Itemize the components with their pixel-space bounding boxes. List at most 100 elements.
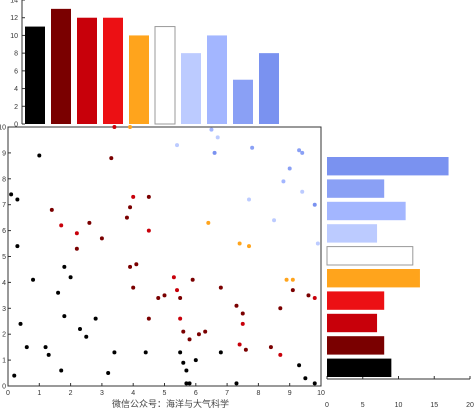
- scatter-x-tick-label: 6: [194, 390, 198, 397]
- top-y-tick-label: 2: [14, 104, 18, 111]
- scatter-point: [112, 125, 117, 129]
- right-histogram-bar: [327, 201, 406, 221]
- right-histogram-bar: [327, 269, 420, 288]
- scatter-point: [181, 360, 186, 365]
- scatter-y-tick-label: 4: [2, 280, 6, 287]
- scatter-y-tick-label: 0: [2, 384, 6, 391]
- scatter-point: [56, 290, 61, 295]
- scatter-point: [190, 277, 195, 282]
- scatter-point: [87, 220, 92, 225]
- scatter-point: [290, 277, 295, 282]
- scatter-point: [62, 264, 67, 269]
- scatter-point: [156, 295, 161, 300]
- top-y-tick-label: 0: [14, 122, 18, 129]
- scatter-point: [237, 342, 242, 347]
- top-y-tick-label: 4: [14, 86, 18, 93]
- scatter-x-tick-label: 7: [225, 390, 229, 397]
- right-x-tick-label: 0: [325, 402, 329, 408]
- scatter-point: [272, 218, 277, 223]
- right-histogram: 0 5 10 15 20: [325, 157, 474, 408]
- right-x-tick-label: 5: [361, 402, 365, 408]
- top-y-tick-label: 10: [10, 33, 18, 40]
- scatter-point: [247, 244, 252, 249]
- scatter-x-tick-label: 9: [288, 390, 292, 397]
- scatter-point: [24, 345, 29, 350]
- right-x-tick-label: 15: [430, 402, 438, 408]
- scatter-point: [187, 381, 192, 386]
- scatter-point: [31, 277, 36, 282]
- scatter-y-tick-label: 7: [2, 202, 6, 209]
- scatter-point: [93, 316, 98, 321]
- scatter-point: [37, 153, 42, 158]
- scatter-point: [15, 197, 20, 202]
- scatter-point: [131, 194, 136, 199]
- scatter-x-tick-label: 5: [163, 390, 167, 397]
- scatter-point: [99, 236, 104, 241]
- right-histogram-bar: [326, 246, 414, 266]
- scatter-point: [284, 277, 289, 282]
- scatter-point: [306, 293, 311, 298]
- top-histogram-bar: [129, 35, 149, 124]
- scatter-point: [15, 244, 20, 249]
- scatter-point: [315, 241, 320, 246]
- scatter-point: [278, 306, 283, 311]
- scatter-point: [206, 220, 211, 225]
- top-histogram-bar: [154, 26, 176, 125]
- scatter-point: [281, 179, 286, 184]
- right-histogram-bar: [327, 313, 378, 333]
- scatter-point: [143, 350, 148, 355]
- top-histogram-bar: [233, 79, 253, 124]
- scatter-point: [250, 145, 255, 150]
- scatter-point: [9, 192, 14, 197]
- scatter-point: [59, 223, 64, 228]
- scatter-point: [131, 285, 136, 290]
- scatter-y-tick-label: 1: [2, 358, 6, 365]
- scatter-point: [68, 275, 73, 280]
- scatter-point: [278, 352, 283, 357]
- scatter-x-tick-label: 10: [317, 390, 325, 397]
- scatter-point: [268, 345, 273, 350]
- top-y-tick-label: 14: [10, 0, 18, 5]
- scatter-point: [109, 156, 114, 161]
- scatter-x-tick-label: 3: [100, 390, 104, 397]
- scatter-y-tick-label: 10: [0, 125, 6, 132]
- scatter-point: [209, 127, 214, 132]
- scatter-point: [74, 246, 79, 251]
- scatter-point: [74, 231, 79, 236]
- scatter-y-tick-label: 9: [2, 150, 6, 157]
- scatter-point: [287, 166, 292, 171]
- scatter-point: [178, 295, 183, 300]
- scatter-point: [146, 194, 151, 199]
- scatter-point: [46, 352, 51, 357]
- scatter-point: [106, 371, 111, 376]
- scatter-point: [59, 368, 64, 373]
- scatter-point: [243, 347, 248, 352]
- scatter-point: [240, 321, 245, 326]
- scatter-point: [184, 368, 189, 373]
- scatter-point: [128, 205, 133, 210]
- scatter-point: [218, 285, 223, 290]
- right-histogram-bar: [327, 224, 378, 243]
- top-histogram-bar: [207, 35, 227, 124]
- scatter-plot: 0 1 2 3 4 5 6 7 8 9 10 0 1 2 3 4 5 6 7 8 9 10: [0, 125, 325, 398]
- scatter-point: [300, 150, 305, 155]
- right-histogram-bar: [327, 291, 385, 310]
- scatter-point: [303, 376, 308, 381]
- scatter-y-tick-label: 5: [2, 254, 6, 261]
- scatter-point: [312, 202, 317, 207]
- scatter-point: [196, 332, 201, 337]
- scatter-y-tick-label: 6: [2, 228, 6, 235]
- scatter-point: [237, 241, 242, 246]
- top-histogram-bar: [103, 17, 123, 124]
- scatter-point: [187, 337, 192, 342]
- scatter-point: [18, 321, 23, 326]
- scatter-point: [203, 329, 208, 334]
- watermark-caption: 微信公众号：海洋与大气科学: [112, 398, 229, 408]
- scatter-point: [300, 189, 305, 194]
- top-histogram-bar: [25, 26, 45, 125]
- right-histogram-bar: [327, 157, 449, 176]
- top-y-tick-label: 12: [10, 15, 18, 22]
- scatter-point: [171, 275, 176, 280]
- scatter-point: [77, 327, 82, 332]
